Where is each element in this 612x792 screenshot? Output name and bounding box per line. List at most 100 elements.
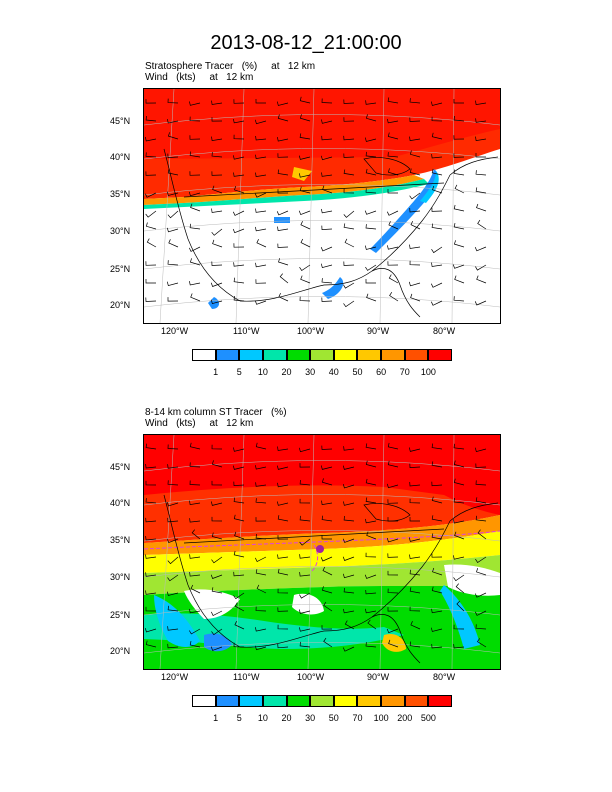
wind-barb	[387, 118, 399, 124]
wind-barb	[191, 529, 201, 540]
wind-barb	[233, 262, 245, 267]
wind-barb	[210, 574, 223, 579]
wind-barb	[166, 538, 179, 544]
wind-barb	[232, 228, 245, 234]
colorbar-label: 70	[352, 713, 363, 723]
colorbar-swatch	[404, 349, 429, 361]
wind-barb	[387, 588, 399, 594]
wind-barb	[212, 239, 223, 248]
colorbar-label: 10	[257, 367, 268, 377]
wind-barb	[189, 442, 201, 450]
wind-barb	[254, 192, 267, 198]
wind-barb	[343, 608, 355, 614]
panel1-lon-label: 80°W	[433, 326, 456, 336]
wind-barb	[387, 553, 399, 558]
wind-barb	[167, 98, 179, 104]
wind-barb	[410, 293, 421, 302]
wind-barb	[320, 263, 333, 269]
wind-barb	[189, 258, 201, 266]
wind-barb	[452, 264, 465, 269]
wind-barb	[344, 620, 355, 630]
wind-barb	[321, 625, 333, 630]
wind-barb	[232, 210, 245, 216]
panel1-lon-label: 120°W	[161, 326, 189, 336]
wind-barb	[167, 517, 179, 523]
wind-barb	[409, 641, 421, 648]
wind-barb	[211, 136, 223, 142]
wind-barb	[145, 443, 157, 450]
wind-barb	[409, 606, 421, 612]
colorbar-swatch	[428, 695, 452, 707]
wind-barb	[233, 497, 245, 504]
panel1-subtitle-1: Stratosphere Tracer (%) at 12 km	[145, 61, 316, 72]
wind-barb	[453, 135, 465, 140]
wind-barb	[475, 118, 487, 123]
wind-barb	[145, 498, 157, 504]
panel1-lat-label: 40°N	[110, 152, 131, 162]
wind-barb	[255, 482, 267, 487]
wind-barb	[343, 446, 355, 451]
wind-barb	[409, 117, 421, 122]
wind-barb	[211, 444, 223, 450]
colorbar-swatch	[357, 349, 381, 361]
wind-barb	[255, 172, 267, 178]
wind-barb	[299, 641, 311, 648]
wind-barb	[210, 299, 223, 305]
wind-barb	[299, 554, 311, 559]
wind-barb	[431, 168, 443, 176]
wind-barb	[211, 228, 223, 236]
wind-barb	[431, 246, 443, 254]
panel2-lat-label: 40°N	[110, 498, 131, 508]
wind-barb	[255, 606, 267, 612]
wind-barb	[408, 447, 421, 452]
panel2-lon-label: 110°W	[233, 672, 260, 682]
wind-barb	[166, 227, 179, 233]
wind-barb	[453, 153, 465, 158]
wind-barb	[189, 151, 201, 158]
wind-barb	[387, 499, 399, 504]
wind-barb	[431, 533, 443, 540]
wind-barb	[145, 261, 157, 266]
wind-barb	[321, 445, 333, 450]
wind-barb	[254, 556, 267, 562]
wind-barb	[189, 500, 201, 506]
wind-barb	[189, 608, 201, 614]
wind-barb	[321, 586, 333, 594]
wind-barb	[364, 137, 377, 142]
wind-barb	[166, 591, 179, 596]
panel1-lon-label: 110°W	[233, 326, 260, 336]
wind-barb	[453, 115, 465, 122]
wind-barb	[234, 621, 245, 630]
wind-barb	[409, 244, 421, 249]
colorbar-swatch	[286, 695, 311, 707]
wind-barb	[255, 465, 267, 470]
wind-barb	[300, 238, 311, 248]
wind-barb	[386, 210, 399, 216]
wind-barb	[475, 515, 487, 522]
wind-barb	[167, 444, 179, 450]
wind-barb	[145, 590, 157, 595]
wind-barb	[190, 203, 201, 212]
wind-barb	[364, 574, 377, 579]
wind-barb	[475, 480, 487, 486]
wind-barb	[277, 114, 289, 122]
colorbar-swatch	[333, 695, 358, 707]
wind-barb	[321, 135, 333, 141]
colorbar-label: 100	[373, 713, 389, 723]
wind-barb	[276, 465, 289, 470]
wind-barb	[365, 188, 377, 194]
wind-barb	[233, 172, 245, 177]
wind-barb	[167, 574, 179, 582]
wind-barb	[233, 99, 245, 104]
wind-barb	[277, 624, 289, 630]
wind-barb	[277, 482, 289, 488]
wind-barb	[409, 98, 421, 104]
wind-barb	[189, 572, 201, 577]
wind-barb	[431, 608, 443, 614]
plot-title: 2013-08-12_21:00:00	[210, 32, 402, 54]
wind-barb	[323, 637, 333, 648]
wind-barb	[453, 204, 465, 212]
wind-barb	[210, 501, 223, 506]
wind-barb	[167, 626, 179, 631]
wind-barb	[475, 187, 487, 194]
